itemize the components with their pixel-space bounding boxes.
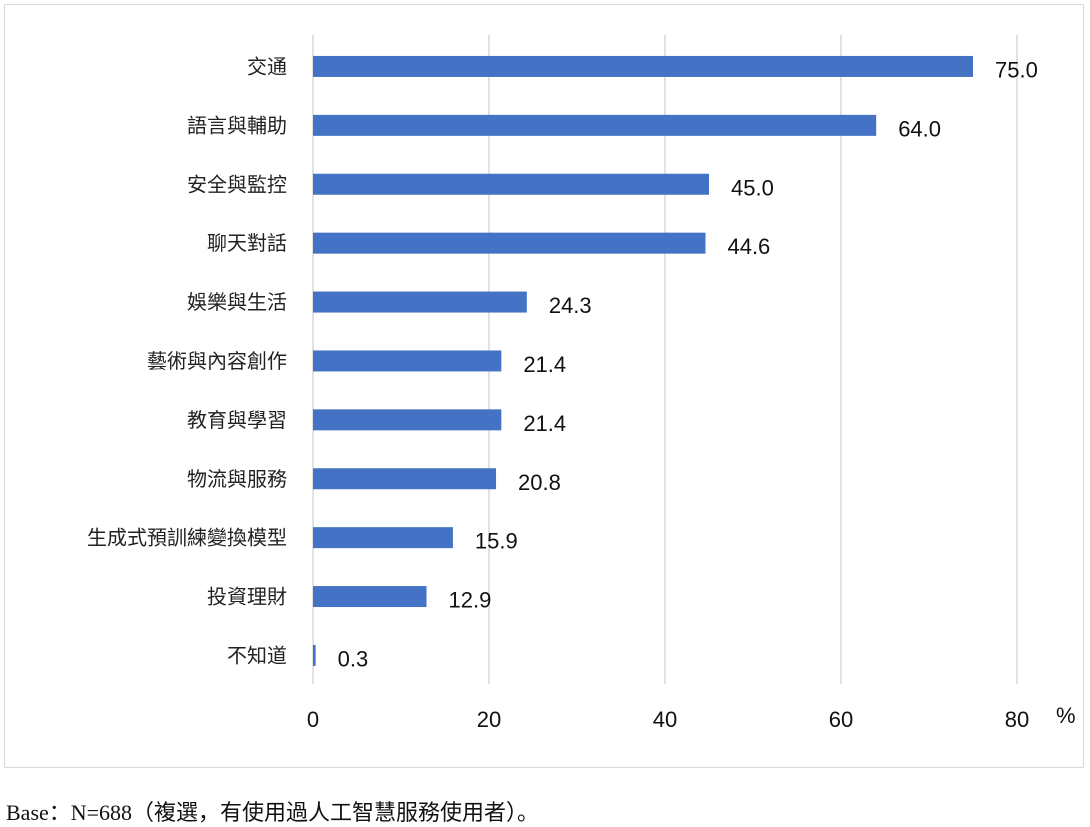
value-label-2: 45.0 [731, 175, 774, 200]
category-label-3: 聊天對話 [207, 231, 287, 255]
value-label-10: 0.3 [338, 646, 369, 671]
value-label-0: 75.0 [995, 57, 1038, 82]
value-label-4: 24.3 [549, 293, 592, 318]
category-label-10: 不知道 [227, 643, 287, 667]
category-label-4: 娛樂與生活 [187, 290, 287, 314]
category-label-0: 交通 [247, 54, 287, 78]
bar-7 [313, 468, 497, 490]
value-labels: 75.0 64.0 45.0 44.6 24.3 21.4 21.4 20.8 15.9 12.9… [338, 57, 1038, 671]
bar-8 [313, 527, 453, 549]
bar-1 [313, 114, 877, 136]
bar-10 [313, 644, 316, 666]
bar-9 [313, 586, 427, 608]
x-tick-4: 80 [1005, 707, 1029, 732]
x-tick-2: 40 [653, 707, 677, 732]
category-label-1: 語言與輔助 [187, 113, 287, 137]
bar-chart: 交通語言與輔助安全與監控聊天對話娛樂與生活藝術與內容創作教育與學習物流與服務生成… [87, 35, 1076, 732]
x-tick-1: 20 [477, 707, 501, 732]
x-axis-ticks: 0 20 40 60 80 [307, 707, 1029, 732]
bar-3 [313, 232, 706, 254]
x-tick-0: 0 [307, 707, 319, 732]
value-label-6: 21.4 [523, 411, 566, 436]
value-label-1: 64.0 [898, 116, 941, 141]
bar-0 [313, 55, 973, 77]
value-label-3: 44.6 [727, 234, 770, 259]
bar-2 [313, 173, 709, 195]
category-label-2: 安全與監控 [187, 172, 287, 196]
category-label-5: 藝術與內容創作 [147, 349, 287, 373]
x-tick-3: 60 [829, 707, 853, 732]
category-labels: 交通語言與輔助安全與監控聊天對話娛樂與生活藝術與內容創作教育與學習物流與服務生成… [87, 54, 287, 667]
x-axis-unit: % [1056, 703, 1076, 728]
category-label-8: 生成式預訓練變換模型 [87, 526, 287, 550]
category-label-9: 投資理財 [207, 585, 287, 609]
category-label-6: 教育與學習 [187, 408, 287, 432]
footnote: Base：N=688（複選，有使用過人工智慧服務使用者）。 [6, 800, 540, 825]
value-label-8: 15.9 [475, 529, 518, 554]
bar-5 [313, 350, 502, 372]
bars [313, 55, 973, 666]
value-label-9: 12.9 [449, 588, 492, 613]
value-label-7: 20.8 [518, 470, 561, 495]
bar-4 [313, 291, 527, 313]
value-label-5: 21.4 [523, 352, 566, 377]
category-label-7: 物流與服務 [187, 467, 287, 491]
bar-6 [313, 409, 502, 431]
